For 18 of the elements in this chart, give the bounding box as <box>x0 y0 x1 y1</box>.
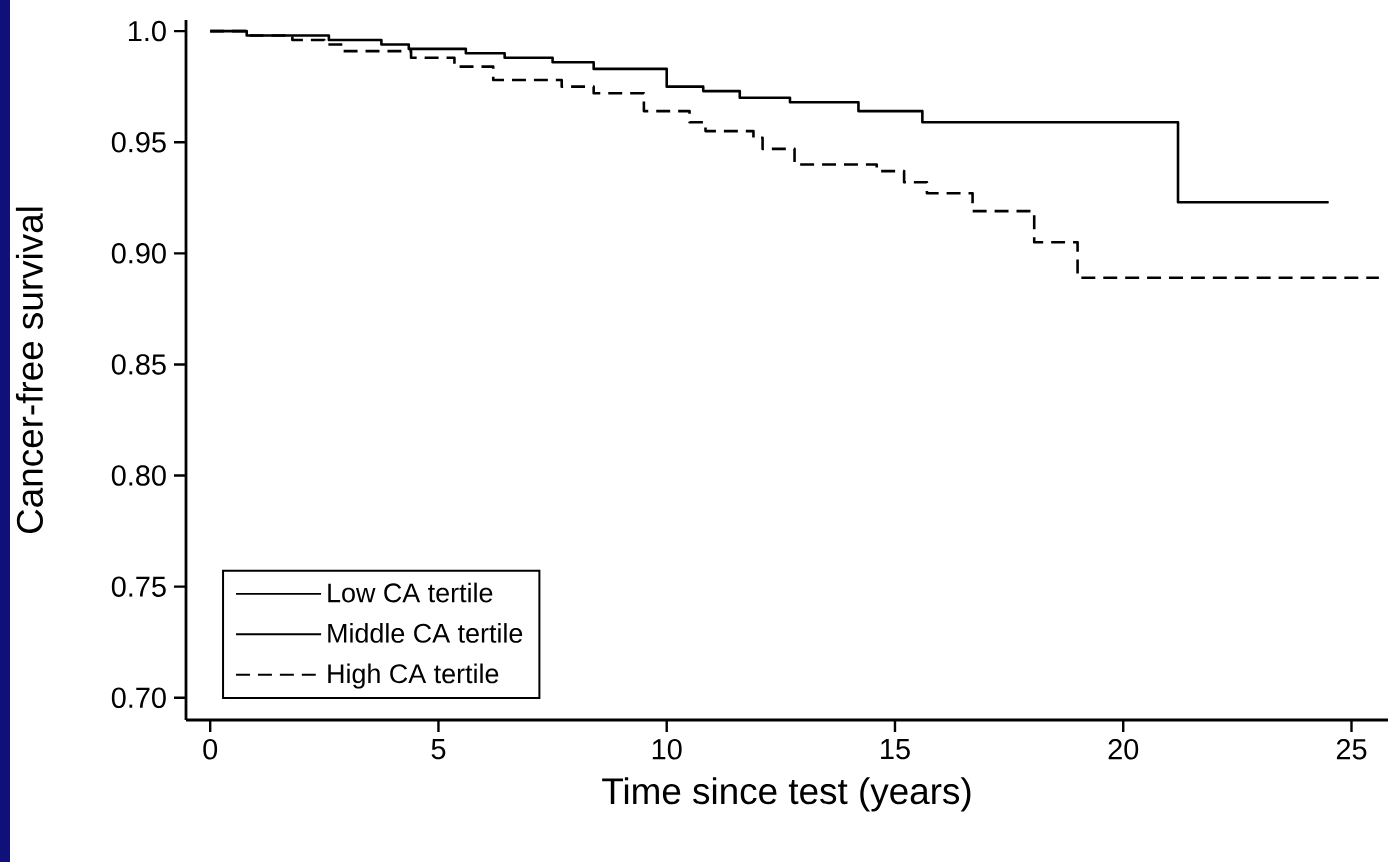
x-axis-title: Time since test (years) <box>602 777 971 812</box>
legend-label: High CA tertile <box>328 663 499 689</box>
y-tick-label: 0.90 <box>111 243 166 264</box>
x-tick-label: 20 <box>1108 739 1139 760</box>
x-tick-label: 5 <box>431 739 446 760</box>
legend-label: Low CA tertile <box>328 582 493 603</box>
legend-label: Middle CA tertile <box>328 623 523 643</box>
x-tick-label: 10 <box>652 739 682 760</box>
y-tick-label: 0.80 <box>111 465 166 486</box>
y-tick-label: 1.0 <box>128 20 166 42</box>
x-tick-label: 15 <box>881 739 910 760</box>
x-tick-label: 0 <box>203 739 218 760</box>
y-axis-title: Cancer-free survival <box>15 207 43 534</box>
y-tick-label: 0.95 <box>111 131 166 153</box>
x-tick-label: 25 <box>1336 739 1367 760</box>
y-tick-label: 0.75 <box>111 576 166 597</box>
y-tick-label: 0.85 <box>111 354 166 375</box>
y-tick-label: 0.70 <box>111 687 166 709</box>
